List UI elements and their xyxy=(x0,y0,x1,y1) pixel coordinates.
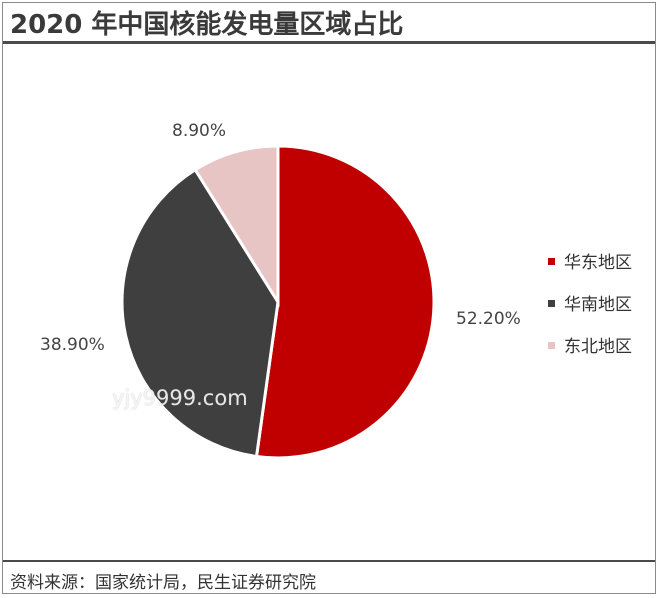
source-note: 资料来源：国家统计局，民生证券研究院 xyxy=(10,573,316,593)
legend-label-east-china: 华东地区 xyxy=(564,253,632,273)
watermark-text: yjy9999.com xyxy=(112,386,248,410)
data-label-south-china: 38.90% xyxy=(40,335,105,355)
legend-label-south-china: 华南地区 xyxy=(564,295,632,315)
data-label-northeast: 8.90% xyxy=(172,121,226,141)
title-divider xyxy=(3,41,655,44)
pie-slice-east-china xyxy=(254,144,436,460)
data-label-east-china: 52.20% xyxy=(456,309,521,329)
legend-swatch-east-china xyxy=(548,258,555,265)
legend-label-northeast: 东北地区 xyxy=(564,337,632,357)
chart-title: 2020 年中国核能发电量区域占比 xyxy=(10,10,404,40)
footer-divider xyxy=(3,560,655,562)
legend-swatch-northeast xyxy=(548,342,555,349)
legend-swatch-south-china xyxy=(548,300,555,307)
pie-slice-northeast xyxy=(193,144,280,308)
